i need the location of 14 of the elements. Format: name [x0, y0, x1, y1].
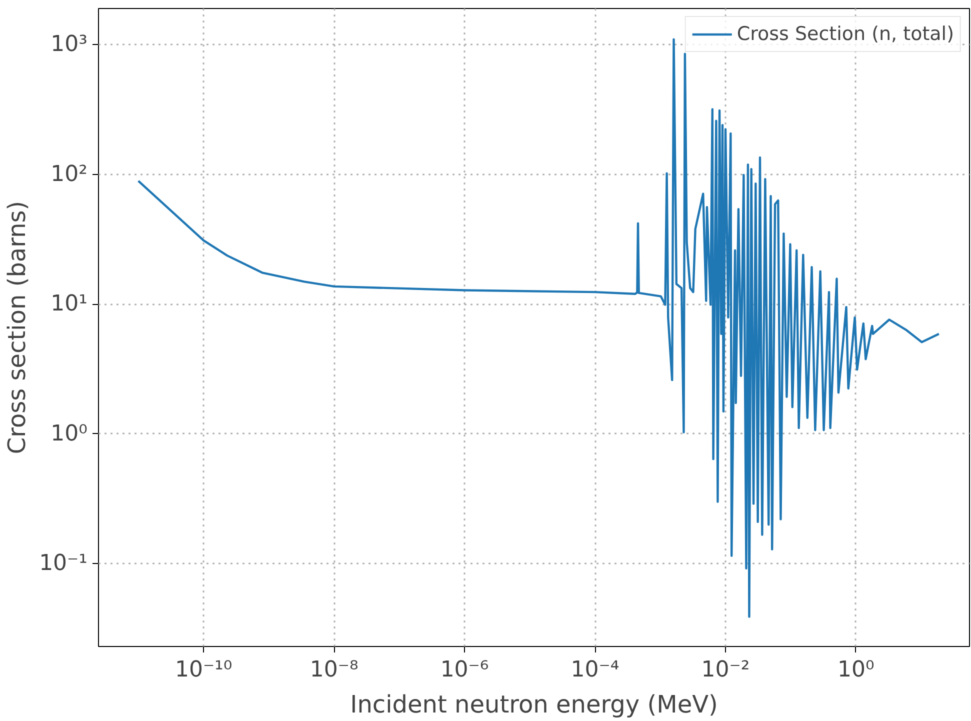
- x-tick-label: 10⁻⁴: [570, 658, 620, 682]
- y-axis-title: Cross section (barns): [3, 200, 32, 454]
- y-tick-label: 10⁰: [50, 421, 88, 446]
- y-tick-label: 10¹: [50, 292, 88, 317]
- y-tick-label: 10⁻¹: [39, 551, 88, 576]
- x-tick-label: 10⁻¹⁰: [174, 658, 232, 682]
- x-axis-title: Incident neutron energy (MeV): [350, 690, 718, 718]
- x-tick-label: 10⁻⁶: [440, 658, 489, 682]
- legend-label: Cross Section (n, total): [736, 23, 954, 45]
- y-tick-label: 10³: [50, 32, 88, 58]
- y-tick-label: 10²: [50, 162, 88, 187]
- x-tick-label: 10⁻²: [701, 658, 750, 682]
- x-tick-label: 10⁻⁸: [310, 658, 358, 682]
- x-tick-label: 10⁰: [838, 658, 875, 682]
